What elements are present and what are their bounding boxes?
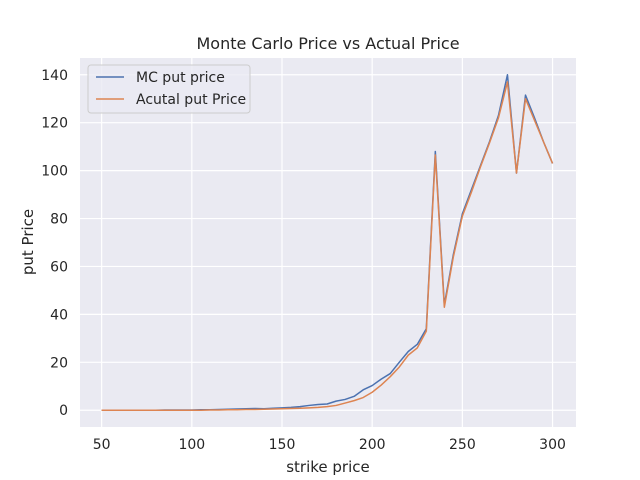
plot-area xyxy=(80,58,576,427)
x-tick-label: 150 xyxy=(269,437,296,453)
x-tick-label: 100 xyxy=(178,437,205,453)
legend-label-actual-put-price: Acutal put Price xyxy=(136,92,246,108)
x-tick-label: 50 xyxy=(93,437,111,453)
y-tick-label: 0 xyxy=(59,403,68,419)
y-tick-label: 80 xyxy=(50,212,68,228)
grid xyxy=(80,58,576,427)
series-lines xyxy=(101,74,554,411)
x-axis-label: strike price xyxy=(286,458,370,476)
legend-label-mc-put-price: MC put price xyxy=(136,70,225,86)
y-tick-labels: 0 20 40 60 80 100 120 140 xyxy=(41,68,68,419)
x-tick-label: 300 xyxy=(539,437,566,453)
legend: MC put price Acutal put Price xyxy=(87,64,251,114)
y-tick-label: 40 xyxy=(50,307,68,323)
legend-box xyxy=(87,64,251,114)
y-tick-label: 20 xyxy=(50,355,68,371)
y-tick-label: 140 xyxy=(41,68,68,84)
x-tick-label: 200 xyxy=(359,437,386,453)
x-tick-labels: 50 100 150 200 250 300 xyxy=(93,437,566,453)
y-axis-label: put Price xyxy=(19,209,37,275)
x-tick-label: 250 xyxy=(449,437,476,453)
y-tick-label: 100 xyxy=(41,164,68,180)
series-line-actual-put-price xyxy=(101,81,554,411)
y-tick-label: 120 xyxy=(41,116,68,132)
y-tick-label: 60 xyxy=(50,259,68,275)
chart-title: Monte Carlo Price vs Actual Price xyxy=(196,34,459,53)
